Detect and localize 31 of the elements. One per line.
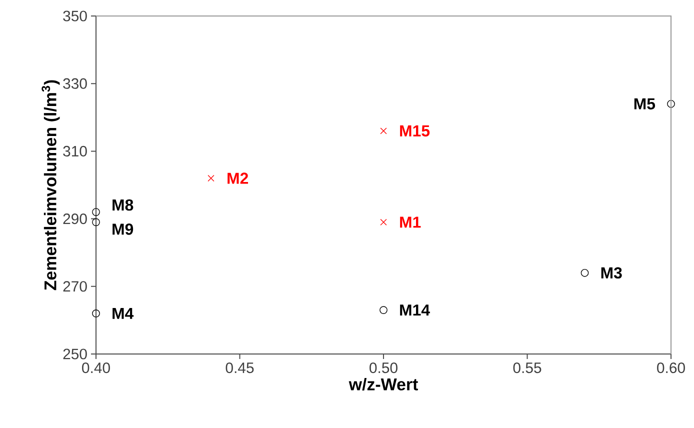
y-tick-label: 350: [63, 10, 87, 22]
point: [92, 310, 100, 318]
point: [380, 306, 388, 314]
point: [380, 128, 387, 134]
point: [380, 218, 387, 226]
point: [667, 100, 675, 108]
annotation: M1: [400, 216, 421, 228]
annotation: M14: [400, 304, 430, 316]
x-tick-label: 0.45: [226, 362, 254, 374]
point: [208, 174, 214, 182]
y-axis-title: Zementleimvolumen (l/m$^{3}$): [42, 80, 60, 290]
annotation: M15: [400, 125, 430, 136]
point: [92, 218, 100, 226]
annotation: M4: [112, 308, 134, 319]
y-tick-label: 330: [63, 78, 87, 89]
annotation: M3: [601, 267, 622, 279]
x-tick-label: 0.50: [370, 362, 398, 374]
x-tick-label: 0.55: [513, 362, 542, 374]
annotation: M8: [112, 199, 134, 211]
y-tick-label: 310: [63, 146, 87, 156]
point: [92, 208, 100, 216]
y-tick-label: 270: [63, 281, 87, 292]
annotation: M9: [112, 224, 134, 235]
point: [580, 268, 589, 277]
x-tick-label: 0.60: [657, 362, 685, 374]
y-tick-label: 290: [63, 214, 87, 224]
x-tick-label: 0.40: [82, 362, 110, 374]
x-axis-title: w/z-Wert: [348, 378, 418, 391]
annotation: M5: [634, 98, 656, 110]
annotation: M2: [228, 172, 248, 184]
y-tick-label: 250: [63, 348, 87, 360]
